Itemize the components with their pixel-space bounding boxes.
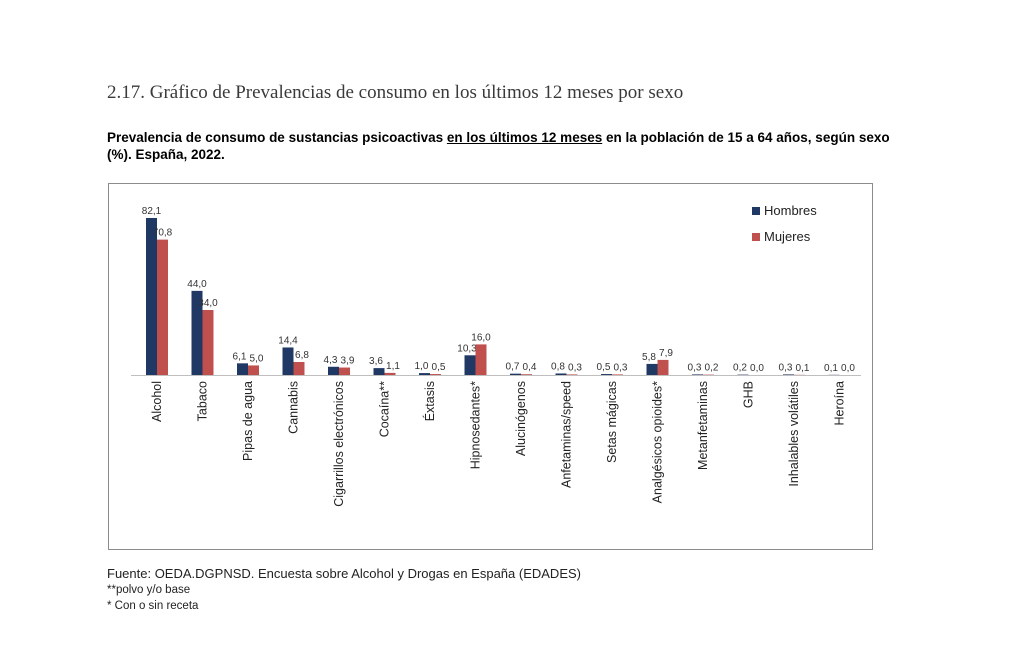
data-label-hombres-5: 3,6 <box>369 356 383 367</box>
data-label-mujeres-0: 70,8 <box>153 228 173 239</box>
category-label-4: Cigarrillos electrónicos <box>332 381 346 507</box>
bar-hombres-9 <box>555 373 567 375</box>
footnote-prescription: * Con o sin receta <box>107 600 199 612</box>
bar-hombres-2 <box>237 363 248 375</box>
category-label-6: Éxtasis <box>422 381 437 421</box>
category-label-1: Tabaco <box>196 381 210 421</box>
bar-mujeres-1 <box>202 309 214 375</box>
bar-mujeres-8 <box>521 374 532 375</box>
data-label-mujeres-2: 5,0 <box>250 353 264 364</box>
data-label-mujeres-5: 1,1 <box>386 361 400 372</box>
legend-swatch-mujeres <box>752 233 760 241</box>
data-label-hombres-10: 0,5 <box>597 362 611 373</box>
data-label-hombres-11: 5,8 <box>642 352 656 363</box>
category-label-0: Alcohol <box>150 381 164 422</box>
category-label-10: Setas mágicas <box>605 381 619 463</box>
category-label-12: Metanfetaminas <box>696 381 710 470</box>
category-label-2: Pipas de agua <box>241 381 255 461</box>
data-label-hombres-12: 0,3 <box>688 362 702 373</box>
bar-hombres-5 <box>373 368 385 375</box>
bar-mujeres-11 <box>657 359 669 375</box>
data-label-hombres-2: 6,1 <box>233 351 247 362</box>
chart-title-part2: en la población de 15 a 64 años, según s… <box>107 130 890 162</box>
chart-title-underlined: en los últimos 12 meses <box>446 130 603 145</box>
data-label-hombres-9: 0,8 <box>551 361 565 372</box>
bar-hombres-0 <box>146 218 157 375</box>
data-label-hombres-0: 82,1 <box>142 206 162 217</box>
data-label-mujeres-8: 0,4 <box>523 362 537 373</box>
legend-label-hombres: Hombres <box>764 203 817 218</box>
bar-mujeres-6 <box>430 374 441 375</box>
bar-hombres-3 <box>282 347 294 375</box>
data-label-hombres-13: 0,2 <box>733 363 747 374</box>
chart-title: Prevalencia de consumo de sustancias psi… <box>107 129 909 163</box>
data-label-mujeres-13: 0,0 <box>750 363 764 374</box>
bar-mujeres-9 <box>566 374 578 375</box>
legend-label-mujeres: Mujeres <box>764 229 811 244</box>
data-label-mujeres-12: 0,2 <box>705 363 719 374</box>
legend-swatch-hombres <box>752 207 760 215</box>
data-label-mujeres-10: 0,3 <box>614 362 628 373</box>
data-label-mujeres-1: 34,0 <box>198 298 218 309</box>
footnote-cocaine: **polvo y/o base <box>107 584 191 596</box>
bar-mujeres-3 <box>293 361 305 375</box>
data-label-hombres-1: 44,0 <box>187 279 207 290</box>
category-label-11: Analgésicos opioides* <box>651 381 665 503</box>
section-title: 2.17. Gráfico de Prevalencias de consumo… <box>107 82 684 103</box>
data-label-mujeres-9: 0,3 <box>568 362 582 373</box>
category-label-13: GHB <box>742 381 756 408</box>
data-label-hombres-6: 1,0 <box>415 361 429 372</box>
data-label-mujeres-7: 16,0 <box>471 332 491 343</box>
bar-mujeres-5 <box>384 372 396 375</box>
bar-hombres-7 <box>464 355 476 375</box>
data-label-hombres-15: 0,1 <box>824 363 838 374</box>
category-label-3: Cannabis <box>287 381 301 434</box>
data-label-mujeres-4: 3,9 <box>341 356 355 367</box>
data-label-mujeres-15: 0,0 <box>841 363 855 374</box>
bar-mujeres-4 <box>339 367 350 375</box>
data-label-hombres-4: 4,3 <box>324 355 338 366</box>
category-label-7: Hipnosedantes* <box>469 381 483 469</box>
bar-hombres-14 <box>783 374 794 375</box>
data-label-mujeres-11: 7,9 <box>659 348 673 359</box>
data-label-hombres-7: 10,3 <box>457 343 477 354</box>
data-label-mujeres-14: 0,1 <box>796 363 810 374</box>
data-label-hombres-3: 14,4 <box>278 335 298 346</box>
data-label-mujeres-6: 0,5 <box>432 362 446 373</box>
bar-hombres-8 <box>510 373 521 375</box>
category-label-5: Cocaína** <box>378 381 392 437</box>
source-note: Fuente: OEDA.DGPNSD. Encuesta sobre Alco… <box>107 566 581 581</box>
bar-hombres-12 <box>692 374 703 375</box>
bar-hombres-6 <box>419 373 430 375</box>
chart-title-part1: Prevalencia de consumo de sustancias psi… <box>107 130 447 145</box>
bar-hombres-1 <box>191 290 203 375</box>
bar-hombres-10 <box>601 374 612 375</box>
bar-chart: 82,1 70,8 Alcohol 44,0 34,0 Tabaco 6,1 5,0 Pipas… <box>131 203 861 507</box>
category-label-8: Alucinógenos <box>514 381 528 456</box>
bar-mujeres-2 <box>248 365 259 375</box>
data-label-hombres-8: 0,7 <box>506 362 520 373</box>
data-label-mujeres-3: 6,8 <box>295 350 309 361</box>
bar-mujeres-0 <box>157 239 168 375</box>
category-label-14: Inhalables volátiles <box>787 381 801 487</box>
bar-hombres-11 <box>646 363 658 375</box>
bar-mujeres-10 <box>612 374 623 375</box>
footnotes: Fuente: OEDA.DGPNSD. Encuesta sobre Alco… <box>107 566 581 614</box>
bar-mujeres-7 <box>475 344 487 375</box>
data-label-hombres-14: 0,3 <box>779 362 793 373</box>
bar-hombres-4 <box>328 366 339 375</box>
chart-area: 82,1 70,8 Alcohol 44,0 34,0 Tabaco 6,1 5,0 Pipas… <box>108 183 873 550</box>
category-label-15: Heroína <box>833 381 847 426</box>
category-label-9: Anfetaminas/speed <box>560 381 574 488</box>
